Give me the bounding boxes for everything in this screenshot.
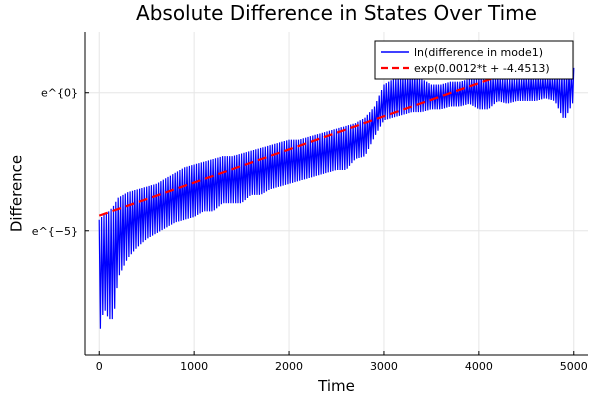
x-axis-label: Time bbox=[317, 377, 355, 395]
y-axis-label: Difference bbox=[8, 155, 26, 232]
y-tick-label: e^{−5} bbox=[32, 225, 78, 238]
chart-title: Absolute Difference in States Over Time bbox=[136, 1, 537, 25]
x-tick-label: 5000 bbox=[560, 360, 588, 373]
series-line-mode1 bbox=[98, 67, 575, 329]
x-tick-label: 4000 bbox=[465, 360, 493, 373]
legend-box bbox=[374, 40, 574, 80]
legend-entry: exp(0.0012*t + -4.4513) bbox=[414, 62, 550, 75]
x-tick-label: 3000 bbox=[370, 360, 398, 373]
x-tick-label: 2000 bbox=[275, 360, 303, 373]
x-ticks: 0 1000 2000 3000 4000 5000 bbox=[96, 351, 588, 373]
legend: ln(difference in mode1) exp(0.0012*t + -4… bbox=[374, 40, 574, 80]
x-tick-label: 0 bbox=[96, 360, 103, 373]
series-layer bbox=[98, 48, 575, 329]
plot-area bbox=[98, 48, 575, 329]
legend-entry: ln(difference in mode1) bbox=[414, 46, 543, 59]
y-tick-label: e^{0} bbox=[41, 87, 78, 100]
axes bbox=[84, 32, 588, 356]
y-ticks: e^{0} e^{−5} bbox=[32, 87, 89, 238]
x-tick-label: 1000 bbox=[180, 360, 208, 373]
